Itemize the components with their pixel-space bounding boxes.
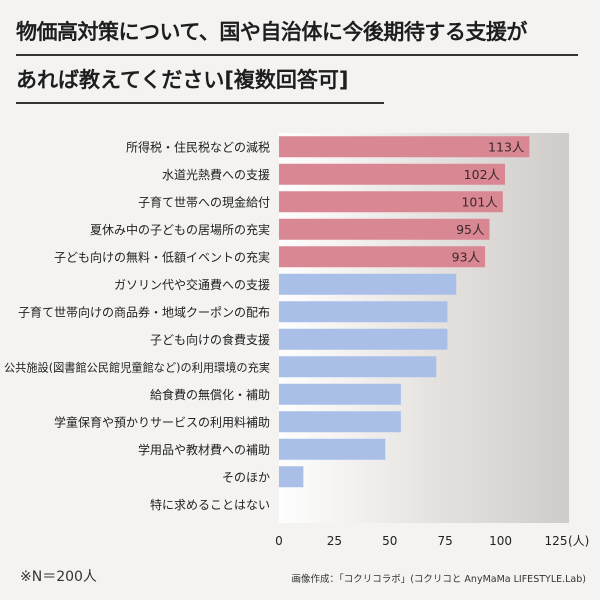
bar-4 [279, 246, 486, 268]
x-tick-label-2: 50 [382, 534, 397, 548]
bar-9 [279, 383, 401, 405]
category-label-8: 公共施設(図書館公民館児童館など)の利用環境の充実 [4, 360, 270, 374]
category-label-0: 所得税・住民税などの減税 [126, 139, 270, 154]
category-label-9: 給食費の無償化・補助 [150, 387, 270, 402]
bar-3 [279, 218, 490, 240]
category-label-1: 水道光熱費への支援 [162, 167, 270, 182]
bar-8 [279, 356, 437, 378]
bar-5 [279, 273, 457, 295]
category-label-4: 子ども向けの無料・低額イベントの充実 [54, 249, 270, 264]
category-label-11: 学用品や教材費への補助 [138, 442, 270, 457]
category-label-3: 夏休み中の子どもの居場所の充実 [90, 222, 270, 237]
x-tick-label-5: 125 [545, 534, 568, 548]
bar-2 [279, 191, 503, 213]
x-tick-label-4: 100 [489, 534, 512, 548]
bar-6 [279, 301, 448, 323]
category-label-13: 特に求めることはない [150, 497, 270, 512]
x-tick-label-1: 25 [327, 534, 342, 548]
x-tick-label-3: 75 [438, 534, 453, 548]
bar-chart: 113人 102人 101人 95人 93人 所得税・住民税などの減税水道光熱費への支援… [4, 133, 589, 548]
x-axis-unit: (人) [568, 534, 589, 548]
data-label-1: 102人 [464, 167, 501, 182]
category-label-6: 子育て世帯向けの商品券・地域クーポンの配布 [18, 304, 270, 319]
bar-10 [279, 411, 401, 433]
title-line-1: 物価高対策について、国や自治体に今後期待する支援が [16, 12, 578, 56]
data-label-3: 95人 [456, 222, 485, 237]
data-label-0: 113人 [488, 139, 525, 154]
category-label-12: そのほか [222, 470, 270, 484]
category-label-10: 学童保育や預かりサービスの利用料補助 [54, 414, 270, 429]
chart-title: 物価高対策について、国や自治体に今後期待する支援が あれば教えてください[複数回… [16, 12, 586, 104]
bar-12 [279, 466, 304, 488]
category-label-7: 子ども向けの食費支援 [150, 332, 270, 347]
data-label-4: 93人 [452, 249, 481, 264]
title-line-2: あれば教えてください[複数回答可] [16, 60, 384, 104]
category-label-2: 子育て世帯への現金給付 [138, 194, 270, 209]
bar-11 [279, 438, 386, 460]
category-label-5: ガソリン代や交通費への支援 [114, 277, 270, 292]
bar-7 [279, 328, 448, 350]
x-tick-label-0: 0 [275, 534, 283, 548]
bar-1 [279, 163, 506, 185]
bar-0 [279, 136, 530, 158]
data-label-2: 101人 [461, 194, 498, 209]
image-credit: 画像作成：「コクリコラボ」(コクリコと AnyMaMa LIFESTYLE.La… [291, 574, 586, 585]
footnote: ※N＝200人 [20, 569, 97, 585]
